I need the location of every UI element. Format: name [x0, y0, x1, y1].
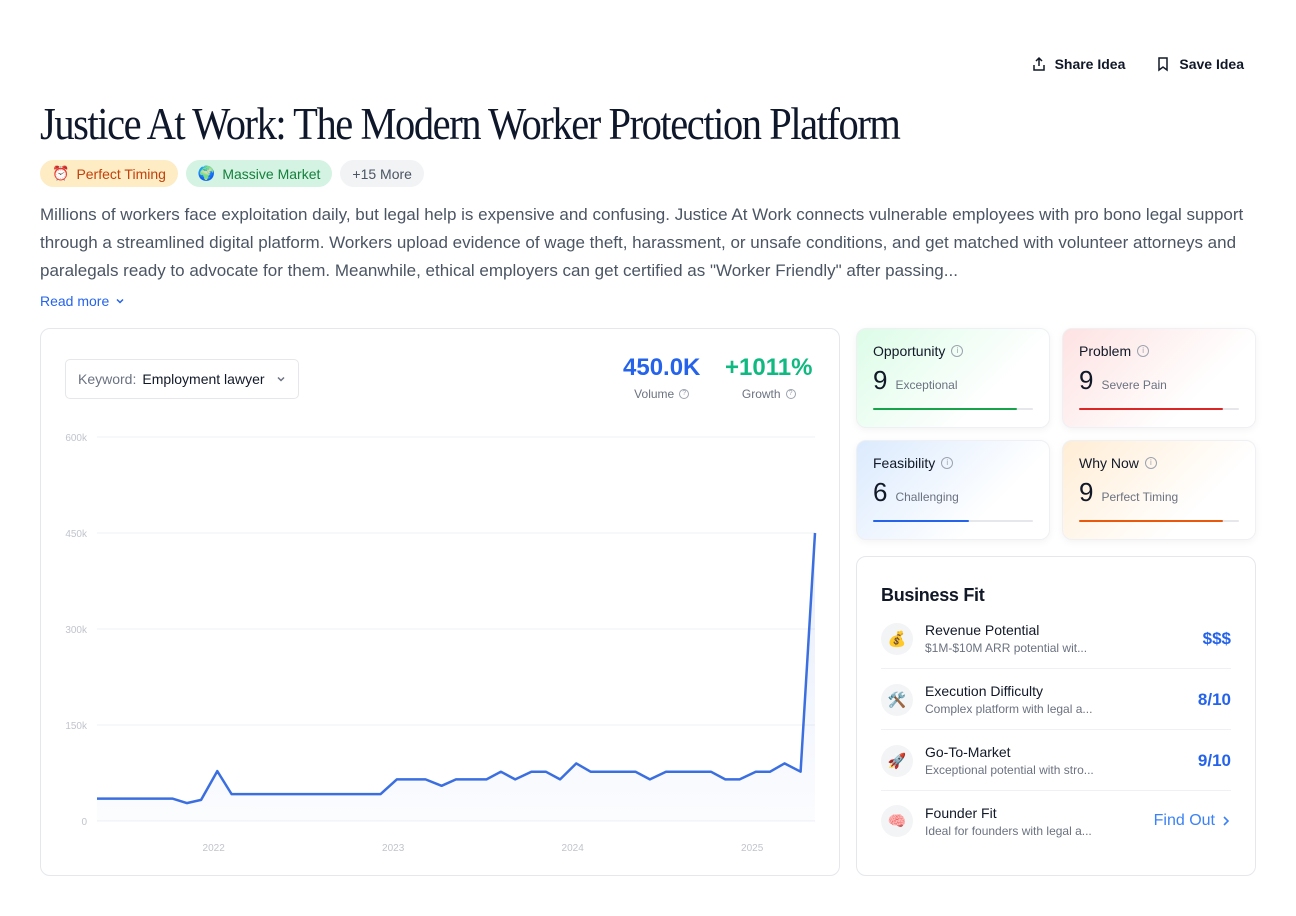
page-title: Justice At Work: The Modern Worker Prote…	[40, 98, 899, 150]
find-out-label: Find Out	[1154, 812, 1215, 830]
fit-row-revenue[interactable]: 💰 Revenue Potential $1M-$10M ARR potentia…	[881, 609, 1231, 669]
score-card-problem: Problem i 9 Severe Pain	[1062, 328, 1256, 428]
y-tick-label: 600k	[65, 433, 88, 444]
score-card-why-now: Why Now i 9 Perfect Timing	[1062, 440, 1256, 540]
x-tick-label: 2023	[382, 843, 405, 854]
x-tick-label: 2025	[741, 843, 764, 854]
money-bag-icon: 💰	[881, 623, 913, 655]
fit-row-title: Revenue Potential	[925, 622, 1100, 638]
score-bar	[873, 408, 1017, 410]
save-idea-label: Save Idea	[1179, 56, 1244, 72]
score-value: 6	[873, 477, 887, 508]
score-bar	[1079, 520, 1223, 522]
fit-row-value: 9/10	[1198, 751, 1231, 771]
score-card-opportunity: Opportunity i 9 Exceptional	[856, 328, 1050, 428]
chevron-right-icon	[1221, 815, 1231, 827]
badges: ⏰ Perfect Timing 🌍 Massive Market +15 Mo…	[40, 160, 424, 187]
trend-chart: 0 150k 300k 450k 600k 2022 2023 2024 2025	[41, 329, 839, 875]
badge-label: Perfect Timing	[76, 166, 165, 182]
fit-row-subtitle: Complex platform with legal a...	[925, 702, 1100, 716]
save-idea-button[interactable]: Save Idea	[1155, 56, 1244, 72]
y-tick-label: 0	[81, 817, 87, 828]
business-fit-title: Business Fit	[881, 585, 1231, 606]
score-word: Severe Pain	[1101, 378, 1166, 392]
score-word: Challenging	[895, 490, 958, 504]
tools-icon: 🛠️	[881, 684, 913, 716]
score-bar	[1079, 408, 1223, 410]
info-icon[interactable]: i	[1137, 345, 1149, 357]
fit-row-subtitle: $1M-$10M ARR potential wit...	[925, 641, 1100, 655]
score-value: 9	[1079, 365, 1093, 396]
find-out-link[interactable]: Find Out	[1154, 812, 1231, 830]
fit-row-founder-fit[interactable]: 🧠 Founder Fit Ideal for founders with leg…	[881, 791, 1231, 851]
business-fit-card: Business Fit 💰 Revenue Potential $1M-$10M…	[856, 556, 1256, 876]
score-title: Problem	[1079, 343, 1131, 359]
fit-row-subtitle: Ideal for founders with legal a...	[925, 824, 1100, 838]
fit-row-go-to-market[interactable]: 🚀 Go-To-Market Exceptional potential with…	[881, 731, 1231, 791]
globe-icon: 🌍	[198, 165, 215, 182]
info-icon[interactable]: i	[951, 345, 963, 357]
score-title: Opportunity	[873, 343, 945, 359]
badge-label: Massive Market	[222, 166, 320, 182]
score-title: Why Now	[1079, 455, 1139, 471]
chevron-down-icon	[115, 296, 125, 306]
fit-row-value: 8/10	[1198, 690, 1231, 710]
x-tick-label: 2024	[562, 843, 585, 854]
score-value: 9	[1079, 477, 1093, 508]
y-tick-label: 300k	[65, 625, 88, 636]
info-icon[interactable]: i	[1145, 457, 1157, 469]
score-word: Exceptional	[895, 378, 957, 392]
alarm-clock-icon: ⏰	[52, 165, 69, 182]
fit-row-value: $$$	[1203, 629, 1231, 649]
read-more-label: Read more	[40, 293, 109, 309]
badge-massive-market[interactable]: 🌍 Massive Market	[186, 160, 332, 187]
share-idea-label: Share Idea	[1055, 56, 1126, 72]
trend-chart-card: Keyword: Employment lawyer 450.0K Volume…	[40, 328, 840, 876]
y-tick-label: 450k	[65, 529, 88, 540]
fit-row-title: Execution Difficulty	[925, 683, 1100, 699]
x-tick-label: 2022	[203, 843, 226, 854]
score-title: Feasibility	[873, 455, 935, 471]
score-word: Perfect Timing	[1101, 490, 1178, 504]
rocket-icon: 🚀	[881, 745, 913, 777]
brain-icon: 🧠	[881, 805, 913, 837]
series-area	[97, 533, 815, 821]
bookmark-icon	[1155, 56, 1171, 72]
share-icon	[1031, 56, 1047, 72]
score-value: 9	[873, 365, 887, 396]
fit-row-title: Go-To-Market	[925, 744, 1100, 760]
score-card-feasibility: Feasibility i 6 Challenging	[856, 440, 1050, 540]
top-actions: Share Idea Save Idea	[1031, 56, 1244, 72]
y-tick-label: 150k	[65, 721, 88, 732]
badge-perfect-timing[interactable]: ⏰ Perfect Timing	[40, 160, 178, 187]
fit-row-subtitle: Exceptional potential with stro...	[925, 763, 1100, 777]
info-icon[interactable]: i	[941, 457, 953, 469]
share-idea-button[interactable]: Share Idea	[1031, 56, 1126, 72]
read-more-link[interactable]: Read more	[40, 293, 125, 309]
badge-more[interactable]: +15 More	[340, 160, 424, 187]
fit-row-execution[interactable]: 🛠️ Execution Difficulty Complex platform …	[881, 670, 1231, 730]
series-line	[97, 533, 815, 803]
badge-label: +15 More	[352, 166, 412, 182]
score-bar	[873, 520, 969, 522]
description: Millions of workers face exploitation da…	[40, 201, 1256, 285]
fit-row-title: Founder Fit	[925, 805, 1100, 821]
